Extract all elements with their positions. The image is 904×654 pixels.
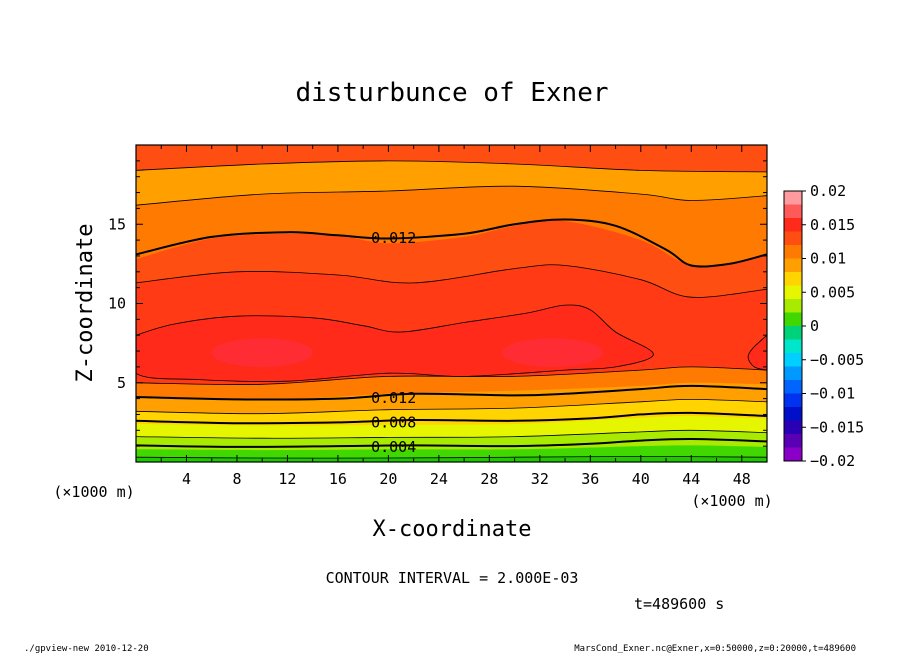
colorbar-band-9 bbox=[784, 312, 802, 326]
y-axis-label: Z-coordinate bbox=[73, 224, 98, 383]
colorbar-band-0 bbox=[784, 191, 802, 205]
colorbar-band-7 bbox=[784, 285, 802, 299]
thick-contour-1 bbox=[136, 384, 767, 401]
colorbar-band-19 bbox=[784, 447, 802, 461]
colorbar-band-13 bbox=[784, 366, 802, 380]
thin-contour-6 bbox=[136, 366, 767, 385]
thin-contour-4 bbox=[136, 429, 767, 439]
colorbar-band-8 bbox=[784, 299, 802, 313]
colorbar-label-4: 0 bbox=[810, 317, 819, 335]
field-hot-spot-0 bbox=[211, 338, 313, 367]
colorbar-band-15 bbox=[784, 393, 802, 407]
colorbar-band-12 bbox=[784, 353, 802, 367]
contour-interval-text: CONTOUR INTERVAL = 2.000E-03 bbox=[326, 569, 579, 587]
colorbar-band-1 bbox=[784, 204, 802, 218]
contour-label-0: 0.012 bbox=[371, 229, 416, 247]
x-tick-label-11: 48 bbox=[733, 470, 751, 488]
colorbar-band-17 bbox=[784, 420, 802, 434]
footer-left: ./gpview-new 2010-12-20 bbox=[24, 644, 149, 654]
y-axis-ticks: 5 10 15 bbox=[108, 160, 767, 447]
thin-contour-2 bbox=[136, 160, 767, 173]
colorbar-labels: 0.02 0.015 0.01 0.005 0 −0.005 −0.01 −0.015 −0.0… bbox=[802, 182, 864, 470]
x-unit-left: (×1000 m) bbox=[53, 483, 134, 501]
contour-label-3: 0.004 bbox=[371, 438, 416, 456]
contour-field bbox=[136, 145, 767, 462]
x-tick-label-3: 16 bbox=[329, 470, 347, 488]
x-tick-label-6: 28 bbox=[480, 470, 498, 488]
y-tick-label-0: 5 bbox=[117, 374, 126, 392]
x-tick-label-8: 36 bbox=[581, 470, 599, 488]
colorbar-band-6 bbox=[784, 272, 802, 286]
x-tick-label-0: 4 bbox=[182, 470, 191, 488]
colorbar-label-8: −0.02 bbox=[810, 452, 855, 470]
colorbar-band-10 bbox=[784, 326, 802, 340]
chart-title: disturbunce of Exner bbox=[295, 78, 608, 108]
colorbar bbox=[783, 190, 803, 462]
colorbar-label-7: −0.015 bbox=[810, 418, 864, 436]
y-tick-label-2: 15 bbox=[108, 215, 126, 233]
thin-contour-0 bbox=[136, 264, 767, 298]
field-edge-region bbox=[748, 335, 767, 371]
colorbar-label-5: −0.005 bbox=[810, 351, 864, 369]
colorbar-label-1: 0.015 bbox=[810, 216, 855, 234]
thin-contour-3 bbox=[136, 398, 767, 415]
thick-contour-2 bbox=[136, 411, 767, 425]
colorbar-band-4 bbox=[784, 245, 802, 259]
contour-label-1: 0.012 bbox=[371, 389, 416, 407]
colorbar-label-3: 0.005 bbox=[810, 283, 855, 301]
contour-lines bbox=[136, 160, 767, 459]
colorbar-label-0: 0.02 bbox=[810, 182, 846, 200]
colorbar-band-5 bbox=[784, 258, 802, 272]
x-axis-ticks: 4 8 12 16 20 24 28 32 36 40 44 48 bbox=[160, 145, 751, 488]
x-tick-label-10: 44 bbox=[682, 470, 700, 488]
x-tick-label-1: 8 bbox=[232, 470, 241, 488]
colorbar-band-2 bbox=[784, 218, 802, 232]
colorbar-band-11 bbox=[784, 339, 802, 353]
x-tick-label-7: 32 bbox=[531, 470, 549, 488]
colorbar-label-6: −0.01 bbox=[810, 385, 855, 403]
time-text: t=489600 s bbox=[634, 595, 724, 613]
footer-right: MarsCond_Exner.nc@Exner,x=0:50000,z=0:20… bbox=[574, 644, 856, 654]
y-tick-label-1: 10 bbox=[108, 295, 126, 313]
thick-contour-3 bbox=[136, 437, 767, 448]
x-axis-label: X-coordinate bbox=[373, 517, 532, 542]
colorbar-label-2: 0.01 bbox=[810, 250, 846, 268]
thick-contour-0 bbox=[136, 218, 767, 268]
x-tick-label-4: 20 bbox=[379, 470, 397, 488]
field-hot-spot-1 bbox=[501, 338, 603, 367]
colorbar-band-16 bbox=[784, 407, 802, 421]
x-tick-label-2: 12 bbox=[278, 470, 296, 488]
contour-labels: 0.012 0.012 0.008 0.004 bbox=[371, 229, 416, 456]
colorbar-band-3 bbox=[784, 231, 802, 245]
x-tick-label-5: 24 bbox=[430, 470, 448, 488]
colorbar-band-18 bbox=[784, 434, 802, 448]
thin-contour-5 bbox=[136, 456, 767, 459]
x-unit-right: (×1000 m) bbox=[691, 492, 772, 510]
core-contour bbox=[136, 304, 654, 382]
edge-contour bbox=[747, 334, 767, 371]
thin-contour-1 bbox=[136, 185, 767, 206]
colorbar-band-14 bbox=[784, 380, 802, 394]
x-tick-label-9: 40 bbox=[632, 470, 650, 488]
contour-label-2: 0.008 bbox=[371, 414, 416, 432]
